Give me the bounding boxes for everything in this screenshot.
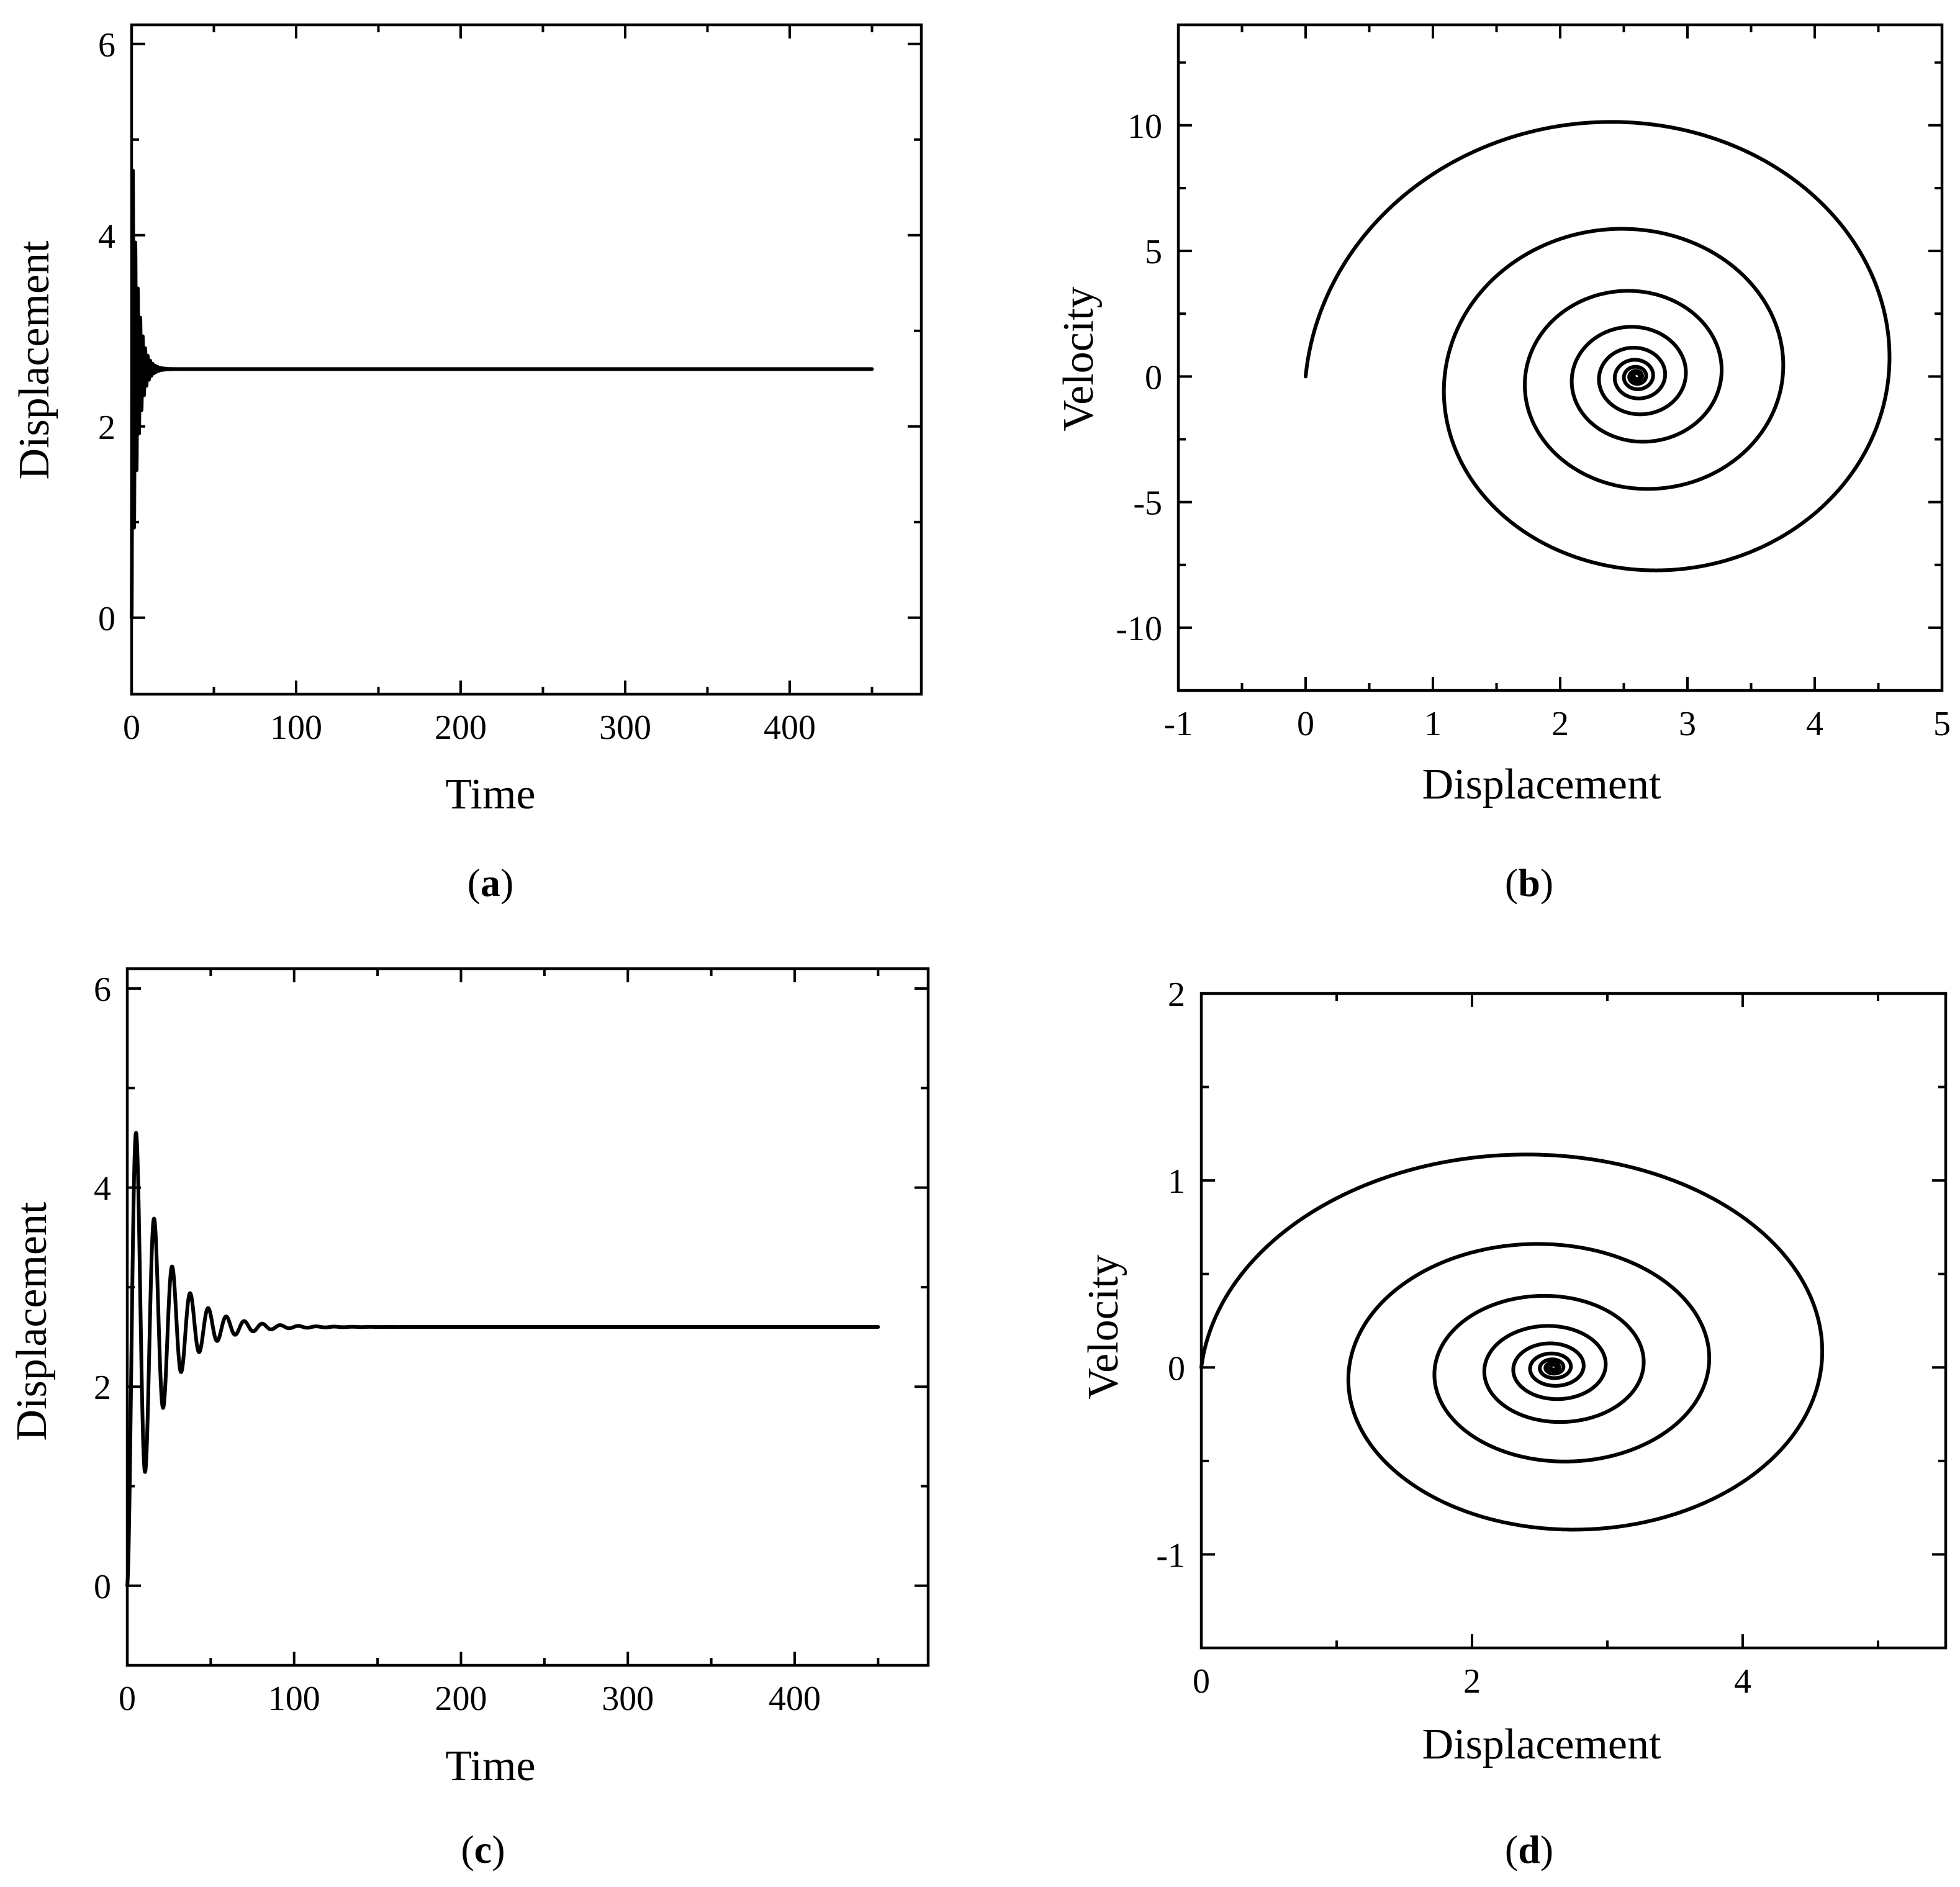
panel-a-ylabel: Displacement [11,240,58,479]
panel-a-xlabel: Time [445,771,535,818]
panel-d-xlabel: Displacement [1422,1721,1661,1768]
y-tick-label: 10 [1127,107,1162,146]
panel-c-ytick-labels: 0 2 4 6 [94,971,111,1606]
panel-a-ticks [130,25,921,694]
y-tick-label: 1 [1168,1162,1185,1201]
x-tick-label: 1 [1424,705,1442,743]
panel-a-ytick-labels: 0 2 4 6 [98,26,115,638]
panel-d-ytick-labels: -1 0 1 2 [1156,975,1185,1575]
x-tick-label: 0 [123,708,140,747]
panel-c-ticks [126,969,928,1665]
panel-b-ylabel: Velocity [1055,286,1103,431]
y-tick-label: 2 [1168,975,1185,1014]
x-tick-label: 4 [1806,705,1823,743]
x-tick-label: 100 [268,1680,320,1718]
y-tick-label: 4 [94,1170,111,1208]
panel-b-xlabel: Displacement [1422,761,1661,808]
panel-a-label: (a) [467,861,514,905]
panel-c-displacement-line [125,1131,880,1588]
panel-a-label-letter: a [481,861,500,905]
panel-b-ticks [1177,25,1943,692]
panel-c-label: (c) [461,1827,505,1871]
panel-d-label-letter: d [1518,1827,1540,1871]
panel-a-plot-frame [130,23,923,696]
y-tick-label: 5 [1145,233,1162,271]
y-tick-label: 6 [98,26,115,65]
x-tick-label: 0 [1297,705,1314,743]
y-tick-label: -1 [1156,1536,1185,1575]
panel-d-ticks [1200,992,1946,1649]
y-tick-label: 6 [94,971,111,1009]
y-tick-label: 0 [98,600,115,638]
y-tick-label: 0 [1145,358,1162,397]
panel-b-label-letter: b [1518,861,1540,905]
y-tick-label: 0 [94,1568,111,1606]
x-tick-label: 200 [435,708,487,747]
x-tick-label: -1 [1164,705,1193,743]
x-tick-label: 2 [1551,705,1569,743]
panel-c-label-letter: c [474,1827,492,1871]
panel-c-ylabel: Displacement [8,1201,56,1441]
panel-b-ytick-labels: -10 -5 0 5 10 [1116,107,1162,648]
panel-d-xtick-labels: 0 2 4 [1193,1662,1751,1701]
x-tick-label: 300 [599,708,651,747]
panel-c-xtick-labels: 0 100 200 300 400 [119,1680,821,1718]
panel-d-label: (d) [1505,1827,1553,1871]
x-tick-label: 5 [1933,705,1951,743]
panel-c-plot-frame [125,967,930,1667]
x-tick-label: 2 [1463,1662,1481,1701]
x-tick-label: 200 [435,1680,487,1718]
panel-d-plot-frame [1199,992,1948,1650]
x-tick-label: 400 [764,708,816,747]
x-tick-label: 0 [1193,1662,1210,1701]
x-tick-label: 100 [270,708,322,747]
panel-c: 0 100 200 300 400 0 2 4 6 Time Displacement (c) [8,967,930,1871]
x-tick-label: 4 [1734,1662,1751,1701]
y-tick-label: 4 [98,217,115,256]
y-tick-label: -10 [1116,610,1162,648]
panel-d-phase-trajectory [1199,1152,1825,1532]
y-tick-label: 0 [1168,1349,1185,1388]
x-tick-label: 3 [1679,705,1696,743]
panel-d: 0 2 4 -1 0 1 2 Displacement Velocity (d) [1080,975,1948,1871]
panel-a: 0 100 200 300 400 0 2 4 6 Time Displacement (a) [11,23,923,905]
y-tick-label: 2 [94,1369,111,1407]
panel-a-xtick-labels: 0 100 200 300 400 [123,708,816,747]
x-tick-label: 400 [769,1680,821,1718]
x-tick-label: 300 [602,1680,654,1718]
panel-d-ylabel: Velocity [1080,1254,1127,1399]
panel-b-xtick-labels: -1 0 1 2 3 4 5 [1164,705,1951,743]
y-tick-label: 2 [98,409,115,447]
panel-b-label: (b) [1505,861,1553,905]
y-tick-label: -5 [1133,484,1162,523]
x-tick-label: 0 [119,1680,136,1718]
panel-b-phase-trajectory [1304,120,1892,572]
panel-a-displacement-line [130,168,874,620]
panel-c-xlabel: Time [445,1742,535,1790]
